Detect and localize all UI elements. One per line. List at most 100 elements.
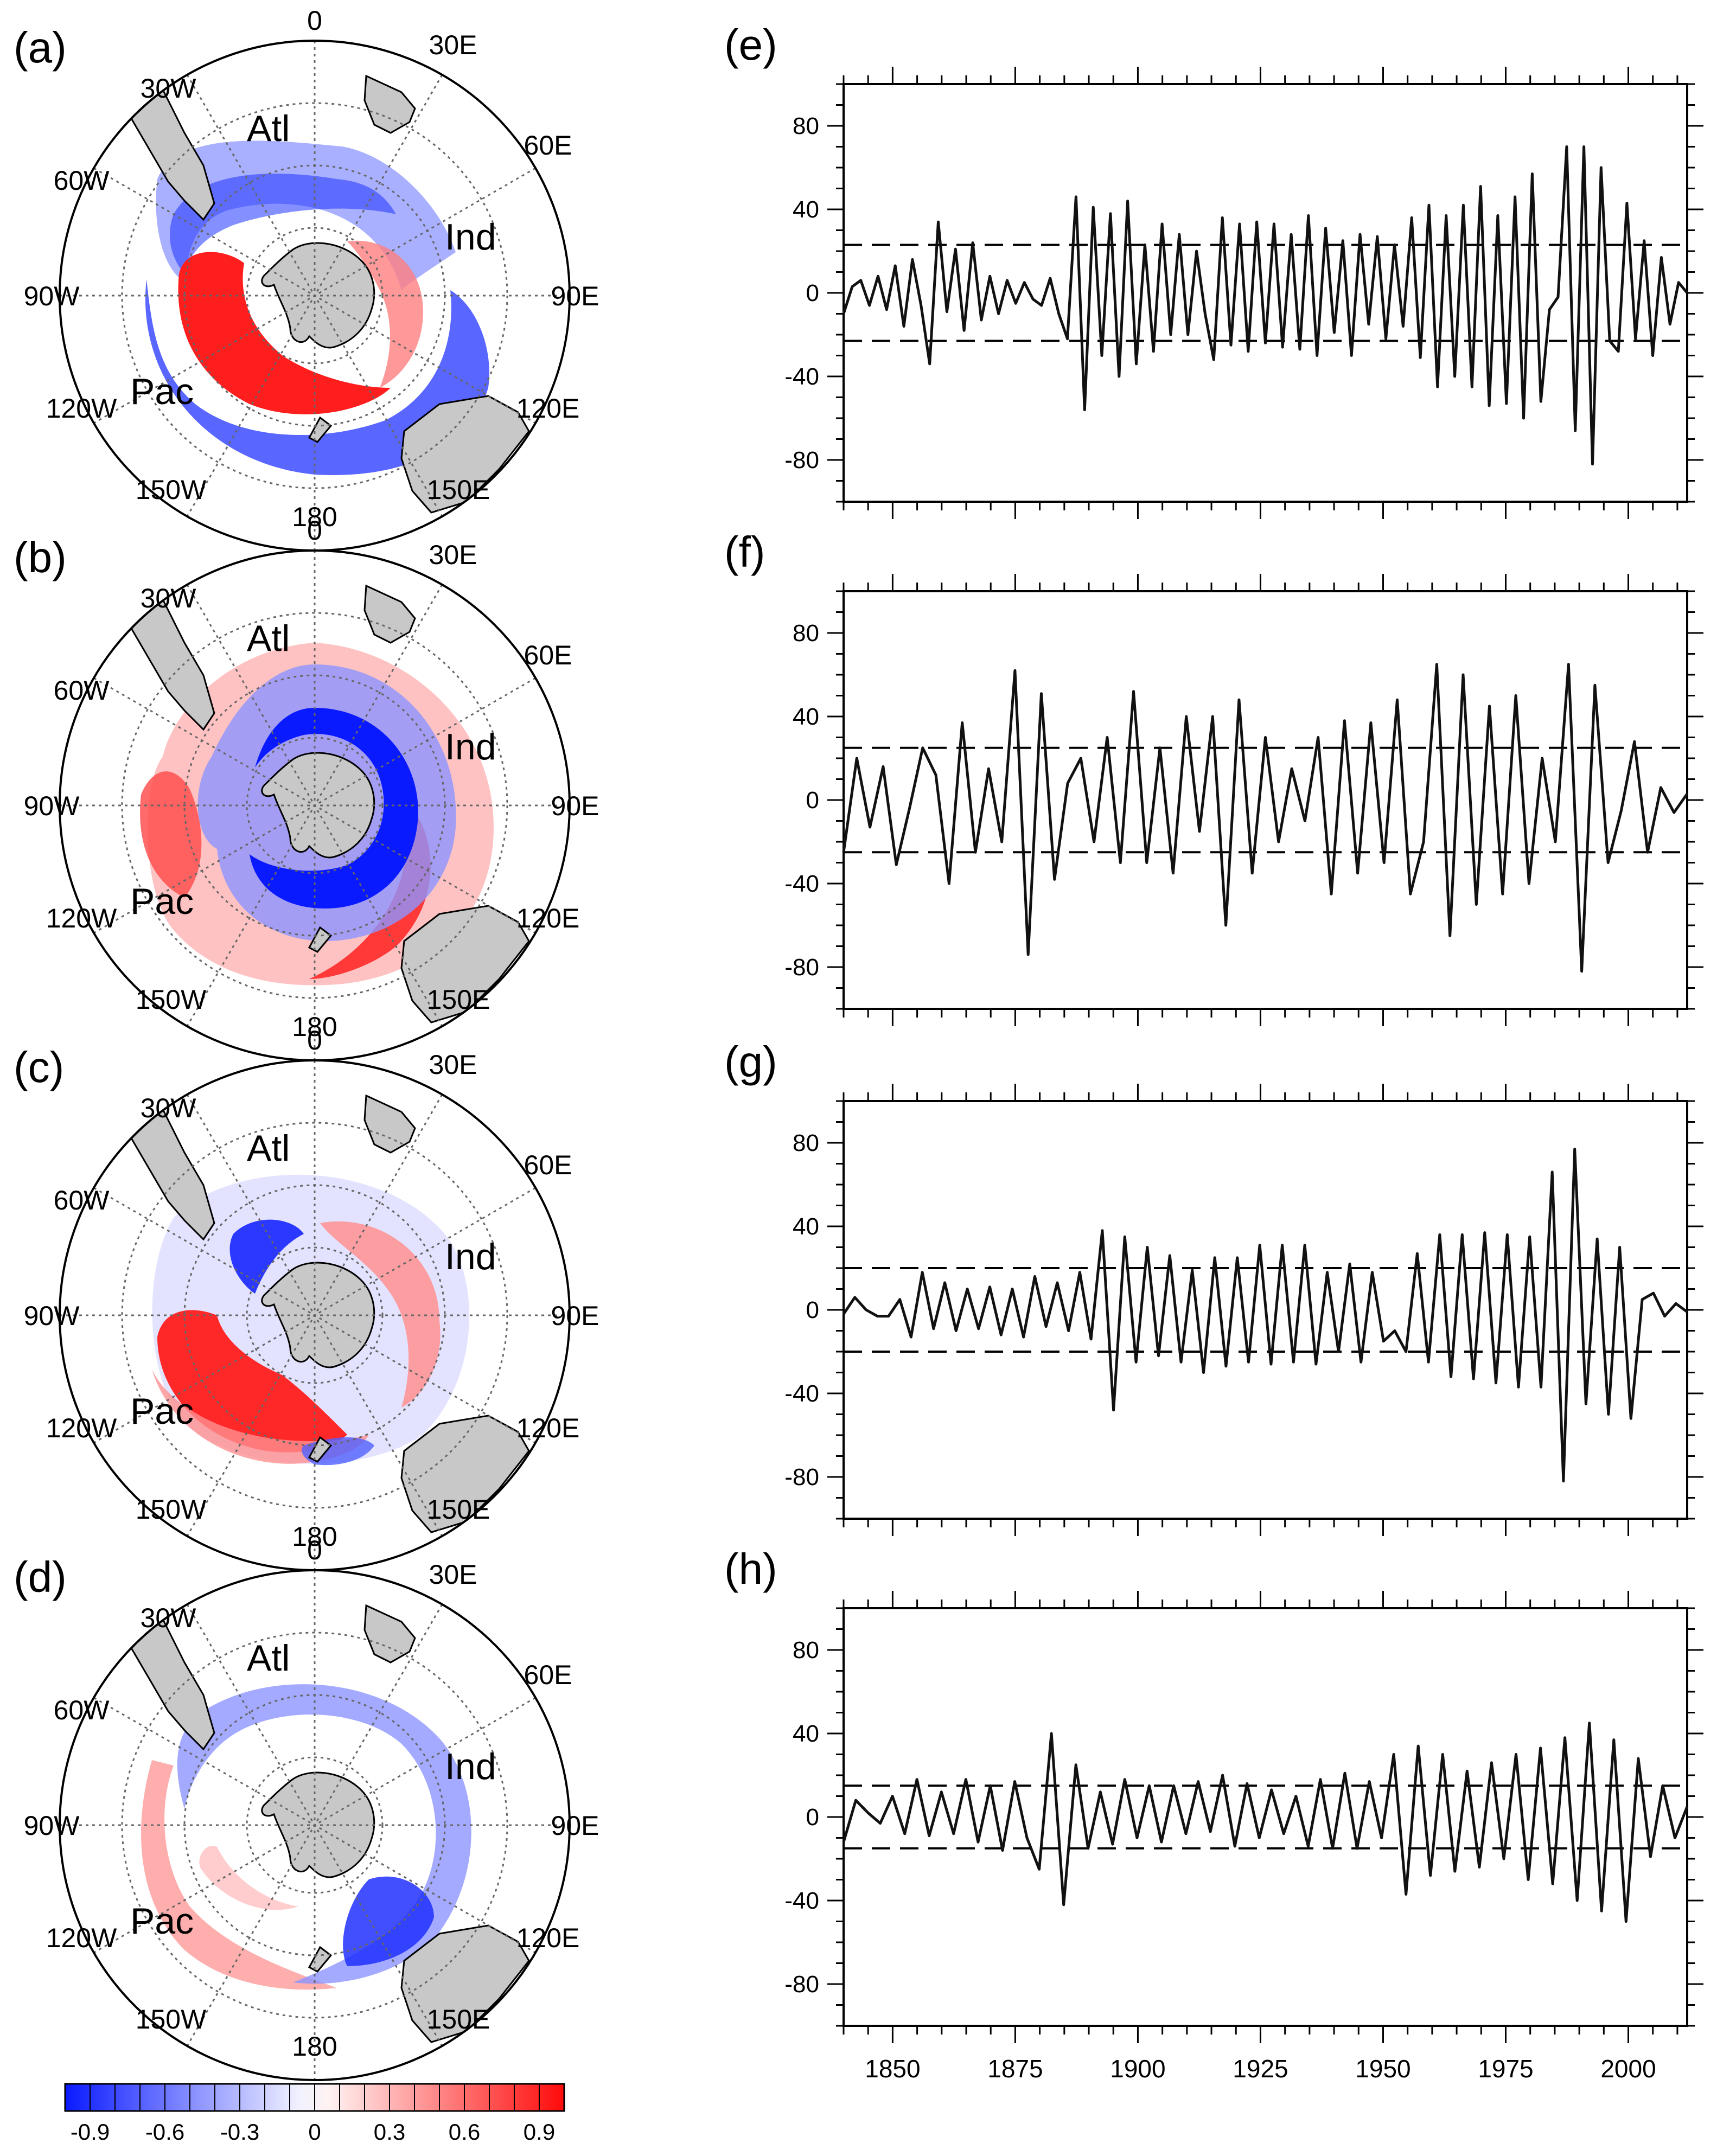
timeseries-panels: (e) 80 40 0 -40 -80 (f) 80 40 0 -40 -80 (g) 80 40 0 -40 -…: [724, 21, 1703, 2083]
red-pacific-lobe: [178, 252, 391, 414]
colorbar-tick-label: 0.3: [374, 2119, 405, 2145]
lon-label-150e: 150E: [427, 475, 490, 505]
y-tick-label: -80: [784, 954, 819, 981]
lon-label-60w: 60W: [54, 1185, 110, 1215]
lon-label-0: 0: [307, 1025, 322, 1055]
lon-label-30w: 30W: [141, 583, 197, 613]
y-tick-label: 40: [793, 196, 819, 223]
y-tick-label: -40: [784, 363, 819, 390]
basin-label-pac: Pac: [130, 1901, 194, 1942]
lon-label-180: 180: [292, 2031, 337, 2062]
panel-label: (h): [724, 1545, 777, 1593]
lon-label-30e: 30E: [429, 1559, 477, 1590]
colorbar-tick-label: 0.9: [524, 2119, 555, 2145]
basin-label-pac: Pac: [130, 371, 194, 412]
panel-label-d: (d): [14, 1553, 67, 1601]
lon-label-120e: 120E: [516, 1413, 580, 1443]
red-pacific-light: [152, 1370, 369, 1464]
lon-label-0: 0: [307, 1535, 322, 1565]
series-line: [842, 663, 1689, 973]
lon-label-90w: 90W: [24, 791, 80, 821]
basin-label-pac: Pac: [130, 1391, 194, 1432]
lon-label-60e: 60E: [524, 640, 572, 670]
lon-label-30w: 30W: [141, 1603, 197, 1633]
x-tick-label: 1875: [987, 2055, 1043, 2083]
timeseries-panel: (f) 80 40 0 -40 -80: [724, 528, 1703, 1026]
y-tick-label: 80: [793, 113, 819, 139]
x-tick-label: 2000: [1600, 2055, 1656, 2083]
timeseries-panel: (g) 80 40 0 -40 -80: [724, 1038, 1703, 1536]
y-tick-label: 80: [793, 620, 819, 647]
y-tick-label: -40: [784, 1888, 819, 1914]
panel-label-a: (a): [14, 23, 67, 72]
x-tick-label: 1850: [865, 2055, 920, 2083]
red-pacific-lobe: [157, 1310, 347, 1453]
red-indian-arc: [347, 240, 423, 388]
lon-label-120e: 120E: [516, 903, 580, 933]
x-tick-label: 1975: [1478, 2055, 1533, 2083]
y-tick-label: 80: [793, 1130, 819, 1156]
lon-label-90w: 90W: [24, 1301, 80, 1331]
y-tick-label: 80: [793, 1637, 819, 1664]
lon-label-150w: 150W: [136, 984, 207, 1015]
lon-label-30e: 30E: [429, 540, 477, 570]
lon-label-120w: 120W: [46, 1923, 117, 1953]
lon-label-90e: 90E: [551, 281, 599, 311]
colorbar-tick-label: -0.9: [71, 2119, 110, 2145]
lon-label-150e: 150E: [427, 1494, 490, 1525]
lon-label-60e: 60E: [524, 130, 572, 161]
panel-label: (g): [724, 1038, 777, 1086]
lon-label-60w: 60W: [54, 675, 110, 706]
x-tick-label: 1900: [1110, 2055, 1165, 2083]
lon-label-60e: 60E: [524, 1150, 572, 1180]
lon-label-30w: 30W: [141, 73, 197, 104]
basin-label-ind: Ind: [445, 1236, 496, 1277]
y-tick-label: -40: [784, 871, 819, 897]
panel-label: (f): [724, 528, 765, 576]
x-tick-label: 1950: [1355, 2055, 1410, 2083]
x-tick-label: 1925: [1233, 2055, 1288, 2083]
lon-label-180: 180: [292, 1521, 337, 1552]
lon-label-0: 0: [307, 515, 322, 546]
lon-label-30e: 30E: [429, 30, 477, 60]
lon-label-120w: 120W: [46, 393, 117, 424]
lon-label-0: 0: [307, 5, 322, 36]
y-tick-label: -80: [784, 1464, 819, 1490]
panel-label-b: (b): [14, 533, 67, 581]
colorbar-bins: [65, 2084, 565, 2111]
lon-label-30w: 30W: [141, 1093, 197, 1123]
y-tick-label: 40: [793, 1720, 819, 1747]
lon-label-120w: 120W: [46, 903, 117, 933]
lon-label-30e: 30E: [429, 1050, 477, 1080]
basin-label-pac: Pac: [130, 881, 194, 922]
blue-ring-inner: [250, 708, 418, 909]
panel-label-c: (c): [14, 1043, 64, 1091]
lon-label-90e: 90E: [551, 1301, 599, 1331]
lon-label-150e: 150E: [427, 984, 490, 1015]
basin-label-atl: Atl: [247, 1128, 290, 1169]
timeseries-panel: (h) 80 40 0 -40 -80 1850 1875 1900 1925 1950 1975 20…: [724, 1545, 1703, 2083]
blue-ring-core: [169, 174, 396, 274]
plot-frame: [843, 83, 1688, 503]
timeseries-panel: (e) 80 40 0 -40 -80: [724, 21, 1703, 519]
red-indian-arc: [309, 789, 431, 979]
blue-pacific-arc: [145, 279, 489, 475]
colorbar-labels: -0.9 -0.6 -0.3 0 0.3 0.6 0.9: [71, 2119, 555, 2145]
y-tick-label: 0: [806, 280, 819, 306]
blue-indian-core: [343, 1876, 434, 1966]
basin-label-atl: Atl: [247, 108, 290, 149]
lon-label-150w: 150W: [136, 1494, 207, 1525]
blue-atlantic-patch: [229, 1219, 304, 1294]
lon-label-60w: 60W: [54, 1695, 110, 1725]
y-tick-label: 40: [793, 1213, 819, 1240]
lon-label-90w: 90W: [24, 1810, 80, 1841]
lon-label-150w: 150W: [136, 475, 207, 505]
lon-label-60w: 60W: [54, 165, 110, 196]
basin-label-atl: Atl: [247, 618, 290, 659]
y-tick-label: 0: [806, 1297, 819, 1323]
colorbar-tick-label: 0.6: [449, 2119, 480, 2145]
y-tick-label: 0: [806, 1804, 819, 1831]
y-tick-label: -80: [784, 1971, 819, 1998]
colorbar-tick-label: 0: [308, 2119, 321, 2145]
